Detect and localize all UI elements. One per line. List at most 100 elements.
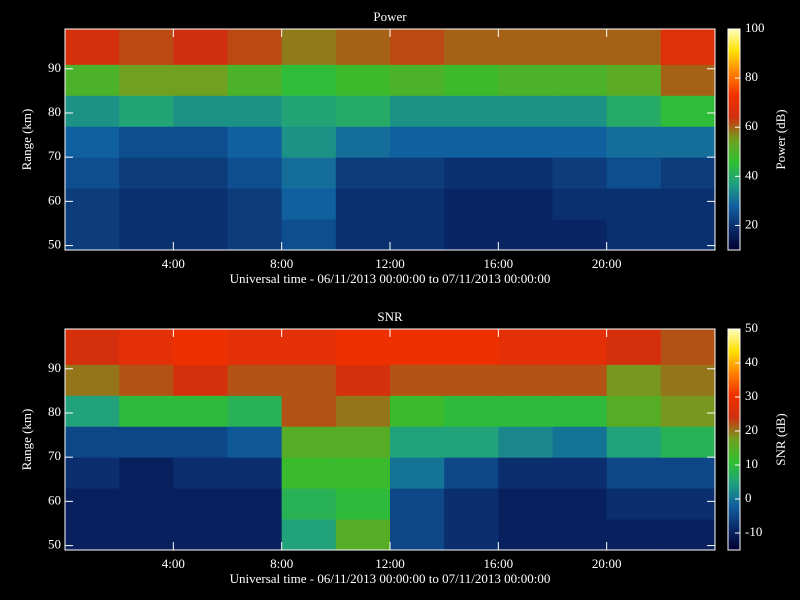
heatmap-cell [552,188,608,220]
heatmap-cell [227,457,283,489]
panel-title: SNR [377,309,403,324]
colorbar-tick-label: 50 [745,320,758,335]
heatmap-cell [119,95,174,127]
x-tick-label: 4:00 [162,256,185,271]
heatmap-cell [119,157,174,189]
heatmap-cell [173,95,228,127]
heatmap-cell [498,488,553,520]
heatmap-cell [552,457,608,489]
heatmap-cell [498,188,553,220]
y-tick-label: 60 [48,192,61,207]
colorbar-tick-label: 30 [745,388,758,403]
heatmap-cell [227,157,283,189]
heatmap-cell [65,64,120,96]
heatmap-cell [65,329,120,365]
heatmap-cell [227,364,283,396]
heatmap-cell [444,364,499,396]
heatmap-cell [444,426,499,458]
colorbar [727,328,741,551]
heatmap-cell [119,64,174,96]
x-tick-label: 12:00 [375,256,405,271]
colorbar-tick-label: 80 [745,69,758,84]
colorbar-label: SNR (dB) [773,413,788,465]
heatmap-cell [227,95,283,127]
heatmap-cell [606,519,662,551]
heatmap-cell [281,329,337,365]
heatmap-cell [444,457,499,489]
heatmap-cell [65,188,120,220]
y-tick-label: 80 [48,104,61,119]
heatmap-cell [498,126,553,158]
heatmap-cell [173,426,228,458]
heatmap-cell [606,188,662,220]
heatmap-cell [281,519,337,551]
heatmap-cell [660,364,716,396]
heatmap-cell [390,29,445,65]
heatmap-cell [281,457,337,489]
heatmap-cell [173,488,228,520]
heatmap-cell [552,29,608,65]
heatmap-cell [335,95,391,127]
heatmap-cell [65,126,120,158]
colorbar [727,28,741,251]
heatmap-cell [606,488,662,520]
heatmap-cell [498,64,553,96]
heatmap-cell [552,329,608,365]
y-tick-label: 90 [48,60,61,75]
heatmap-cell [65,519,120,551]
x-tick-label: 16:00 [484,256,514,271]
heatmap-cell [173,157,228,189]
heatmap-cell [660,157,716,189]
heatmap-cell [660,426,716,458]
heatmap-cell [390,64,445,96]
x-tick-label: 8:00 [270,256,293,271]
heatmap-cell [444,395,499,427]
colorbar-tick-label: 20 [745,422,758,437]
heatmap-cell [390,188,445,220]
heatmap-cell [660,64,716,96]
heatmap-cell [281,488,337,520]
colorbar-tick-label: 40 [745,354,758,369]
heatmap-cell [390,364,445,396]
heatmap-cell [660,126,716,158]
heatmap-cell [227,395,283,427]
heatmap-cell [444,126,499,158]
heatmap-cell [498,395,553,427]
heatmap-cell [173,395,228,427]
heatmap-cell [444,329,499,365]
heatmap-cell [173,519,228,551]
heatmap-cell [335,64,391,96]
heatmap-cell [173,219,228,251]
y-tick-label: 80 [48,404,61,419]
heatmap-cell [606,395,662,427]
colorbar-tick-label: 60 [745,118,758,133]
heatmap-cell [552,126,608,158]
heatmap-cell [335,219,391,251]
heatmap-cell [606,64,662,96]
heatmap-cell [390,488,445,520]
x-tick-label: 16:00 [484,556,514,571]
heatmap-cell [444,29,499,65]
heatmap-cell [390,395,445,427]
heatmap-cell [660,457,716,489]
heatmap-cell [498,519,553,551]
heatmap-cell [335,157,391,189]
heatmap-cell [606,426,662,458]
heatmap-cell [606,219,662,251]
heatmap-cell [498,426,553,458]
heatmap-cell [119,219,174,251]
heatmap-cell [65,95,120,127]
heatmap-cell [498,457,553,489]
heatmap-cell [119,364,174,396]
heatmap-cell [552,519,608,551]
heatmap-cell [606,157,662,189]
heatmap-cell [173,329,228,365]
heatmap-cell [552,426,608,458]
heatmap-cell [606,364,662,396]
heatmap-cell [444,157,499,189]
heatmap-cell [281,188,337,220]
heatmap-cell [390,157,445,189]
heatmap-cell [65,29,120,65]
heatmap-cell [281,395,337,427]
